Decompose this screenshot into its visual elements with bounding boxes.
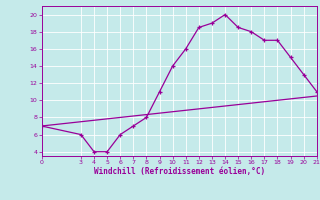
X-axis label: Windchill (Refroidissement éolien,°C): Windchill (Refroidissement éolien,°C) xyxy=(94,167,265,176)
